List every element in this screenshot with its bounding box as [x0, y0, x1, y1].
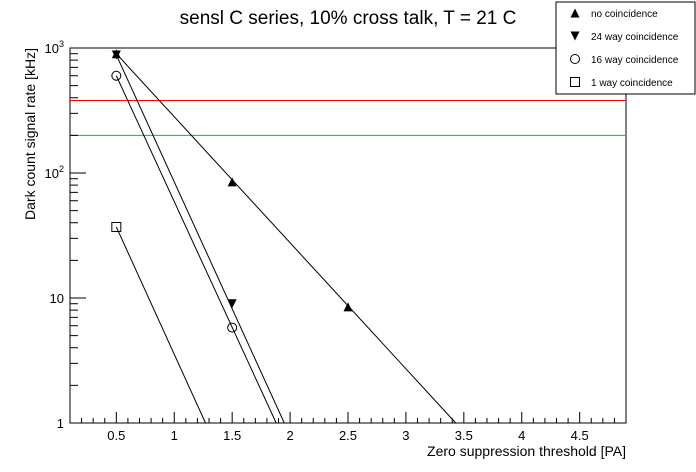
- x-tick-label: 1.5: [223, 428, 241, 443]
- x-axis: 0.5 1 1.5 2 2.5 3 3.5 4 4.5: [81, 412, 615, 443]
- x-tick-label: 4.5: [571, 428, 589, 443]
- legend-label-1: 24 way coincidence: [591, 32, 679, 43]
- x-tick-label: 0.5: [107, 428, 125, 443]
- x-tick-label: 1: [171, 428, 178, 443]
- x-tick-label: 3: [402, 428, 409, 443]
- data-point-series-3: [111, 221, 122, 232]
- legend-marker-0: [570, 8, 580, 18]
- reference-lines: [70, 100, 626, 136]
- y-axis-title: Dark count signal rate [kHz]: [22, 48, 38, 220]
- fit-line-series-3: [115, 226, 206, 424]
- legend-label-0: no coincidence: [591, 9, 658, 20]
- data-markers: [111, 49, 353, 333]
- x-tick-label: 3.5: [455, 428, 473, 443]
- legend-marker-1: [570, 31, 580, 41]
- data-point-series-1: [111, 50, 121, 60]
- plot-frame: [69, 47, 627, 424]
- x-axis-title: Zero suppression threshold [PA]: [427, 443, 626, 459]
- data-point-series-0: [227, 177, 237, 187]
- legend-label-2: 16 way coincidence: [591, 55, 679, 66]
- data-point-series-1: [227, 299, 237, 309]
- y-tick-label: 10: [50, 291, 64, 306]
- fit-line-series-0: [115, 53, 457, 424]
- fit-lines: [115, 53, 457, 424]
- fit-line-series-1: [115, 54, 285, 424]
- x-tick-label: 2.5: [339, 428, 357, 443]
- legend-marker-2: [570, 54, 580, 64]
- data-point-series-2: [111, 70, 122, 81]
- chart-title: sensl C series, 10% cross talk, T = 21 C: [180, 8, 517, 29]
- legend-items: no coincidence 24 way coincidence 16 way c…: [570, 8, 679, 89]
- legend-marker-3: [570, 77, 580, 87]
- legend-label-3: 1 way coincidence: [591, 78, 673, 89]
- data-point-series-2: [227, 322, 238, 333]
- legend: no coincidence 24 way coincidence 16 way c…: [555, 1, 696, 95]
- y-tick-label: 103: [45, 39, 64, 56]
- x-tick-label: 4: [518, 428, 525, 443]
- fit-line-series-2: [115, 75, 277, 424]
- data-point-series-0: [343, 302, 353, 312]
- x-tick-label: 2: [286, 428, 293, 443]
- y-tick-label: 102: [45, 164, 64, 181]
- y-tick-label: 1: [57, 416, 64, 431]
- y-axis: 1 10 102 103: [45, 39, 86, 431]
